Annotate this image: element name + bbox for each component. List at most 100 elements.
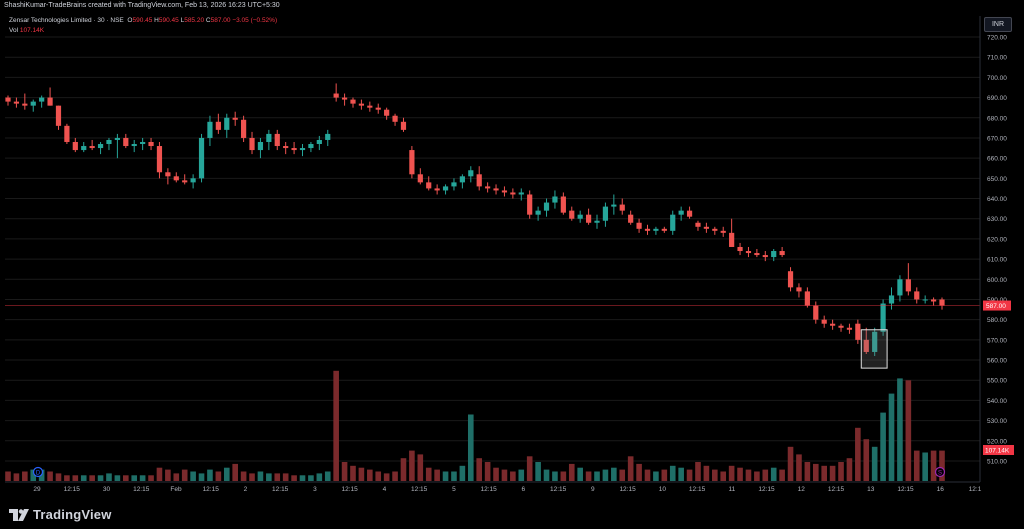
x-tick-label: 12:15 xyxy=(619,486,636,493)
y-tick-label: 580.00 xyxy=(987,317,1007,324)
volume-bar xyxy=(274,473,281,481)
volume-bar xyxy=(375,471,382,481)
volume-bar xyxy=(308,475,314,481)
candle-body xyxy=(333,93,339,98)
price-axis[interactable]: 720.00 710.00 700.00 690.00 680.00 670.00 660.… xyxy=(979,16,1014,482)
y-tick-label: 590.00 xyxy=(987,297,1007,304)
volume-bar xyxy=(678,467,684,481)
candle-body xyxy=(409,150,415,175)
volume-bar xyxy=(661,469,668,481)
volume-bar xyxy=(232,463,238,481)
candle-body xyxy=(855,323,861,340)
candle-body xyxy=(569,210,575,219)
x-tick-label: 16 xyxy=(937,486,945,493)
volume-bar xyxy=(905,380,912,481)
x-tick-label: 6 xyxy=(522,486,526,493)
candle-body xyxy=(459,176,465,183)
candle-body xyxy=(872,331,878,352)
volume-bar xyxy=(728,465,735,481)
volume-bar xyxy=(611,467,617,481)
candle-body xyxy=(771,251,777,258)
candle-body xyxy=(821,319,827,324)
volume-bar xyxy=(501,469,508,481)
candle-body xyxy=(257,141,264,151)
candle-body xyxy=(476,174,482,187)
candle-body xyxy=(182,180,188,183)
brand-name: TradingView xyxy=(33,507,112,522)
x-tick-label: 10 xyxy=(659,486,667,493)
candle-body xyxy=(308,144,314,149)
volume-bar xyxy=(249,473,255,481)
volume-bar xyxy=(22,471,28,481)
volume-bar xyxy=(190,471,196,481)
candle-body xyxy=(224,117,230,130)
volume-bar xyxy=(367,469,373,481)
volume-bar xyxy=(594,471,600,481)
candle-body xyxy=(611,204,617,207)
candle-body xyxy=(661,228,667,231)
volume-bar xyxy=(442,471,449,481)
y-tick-label: 640.00 xyxy=(987,196,1007,203)
candle-body xyxy=(796,287,802,292)
time-axis[interactable]: 29 12:15 30 12:15 Feb 12:15 2 12:15 3 12:15 4 12:15… xyxy=(5,481,982,493)
volume-bar xyxy=(770,467,777,481)
candle-body xyxy=(451,182,457,187)
volume-bar xyxy=(459,465,466,481)
volume-bar xyxy=(417,454,424,481)
candle-body xyxy=(140,141,146,145)
candle-body xyxy=(367,105,373,108)
grid xyxy=(5,36,980,462)
candle-body xyxy=(493,188,499,191)
volume-bar xyxy=(669,465,676,481)
candle-body xyxy=(745,251,752,254)
volume-bar xyxy=(47,471,53,481)
volume-bar xyxy=(745,469,752,481)
change-value: −3.05 (−0.52%) xyxy=(232,17,278,24)
volume-bar xyxy=(636,463,642,481)
x-tick-label: 12:1 xyxy=(969,486,982,493)
candle-body xyxy=(762,255,768,258)
tradingview-logo[interactable]: TradingView xyxy=(9,507,112,522)
volume-bar xyxy=(467,414,474,481)
volume-bar xyxy=(89,475,95,481)
highlight-box xyxy=(860,329,888,369)
candle-body xyxy=(434,188,440,191)
volume-bar xyxy=(358,467,365,481)
candle-body xyxy=(880,303,886,332)
candle-body xyxy=(543,202,550,211)
last-volume-badge xyxy=(983,445,1014,455)
x-tick-label: 3 xyxy=(313,486,317,493)
volume-bar xyxy=(804,462,811,481)
volume-bar xyxy=(350,465,356,481)
candle-body xyxy=(316,139,322,145)
candle-body xyxy=(375,107,381,110)
x-tick-label: 12:15 xyxy=(411,486,428,493)
candle-body xyxy=(384,109,390,116)
volume-bar xyxy=(409,450,415,481)
candle-body xyxy=(232,117,238,120)
volume-bar xyxy=(754,471,760,481)
x-tick-label: 12:15 xyxy=(480,486,497,493)
volume-bar xyxy=(863,439,870,481)
y-tick-label: 600.00 xyxy=(987,277,1007,284)
volume-bar xyxy=(30,469,37,481)
volume-bar xyxy=(97,475,104,481)
volume-bar xyxy=(139,475,146,481)
x-tick-label: 12:15 xyxy=(689,486,706,493)
candle-body xyxy=(417,174,423,183)
currency-button[interactable]: INR xyxy=(984,17,1012,32)
volume-bar xyxy=(282,473,289,481)
x-tick-label: 12:15 xyxy=(133,486,150,493)
volume-bar xyxy=(198,473,205,481)
volume-bar xyxy=(165,469,171,481)
volume-bar xyxy=(653,471,659,481)
candle-body xyxy=(535,210,541,215)
last-price-badge xyxy=(983,300,1011,311)
volume-bar xyxy=(821,465,827,481)
symbol-name: Zensar Technologies Limited · 30 · NSE xyxy=(9,17,124,24)
volume-bar xyxy=(913,450,920,481)
y-tick-label: 570.00 xyxy=(987,337,1007,344)
volume-bar xyxy=(434,469,440,481)
volume-bar xyxy=(215,471,222,481)
